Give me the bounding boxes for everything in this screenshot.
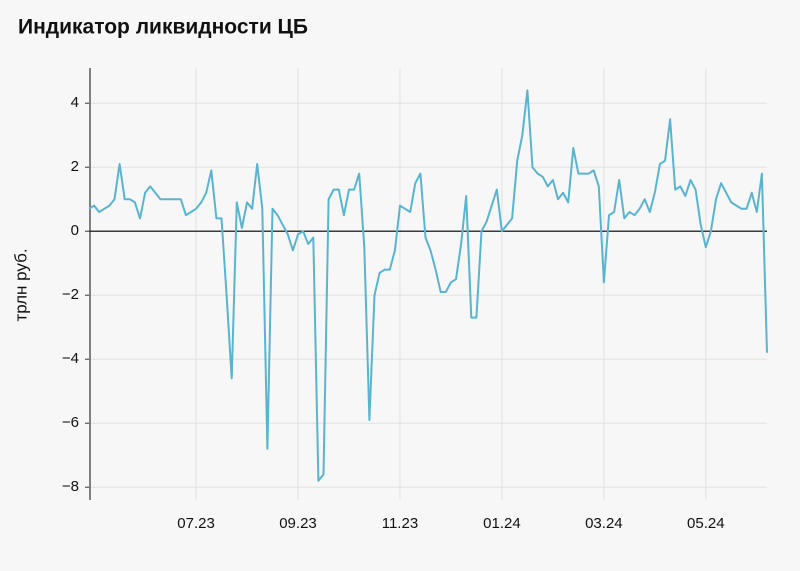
y-tick-label: −6 [62,414,79,431]
y-tick-label: 2 [71,158,79,175]
y-tick-label: −4 [62,350,79,367]
x-tick-label: 09.23 [279,515,317,532]
y-tick-label: 0 [71,222,79,239]
data-line [88,89,768,482]
y-tick-label: 4 [71,94,79,111]
x-tick-label: 03.24 [585,515,623,532]
y-axis-label: трлн руб. [11,248,30,321]
x-tick-label: 07.23 [177,515,215,532]
x-tick-label: 11.23 [382,515,418,532]
x-tick-label: 05.24 [687,515,725,532]
y-tick-label: −8 [62,478,79,495]
y-tick-label: −2 [62,286,79,303]
chart-title: Индикатор ликвидности ЦБ [18,16,308,39]
x-tick-label: 01.24 [483,515,521,532]
